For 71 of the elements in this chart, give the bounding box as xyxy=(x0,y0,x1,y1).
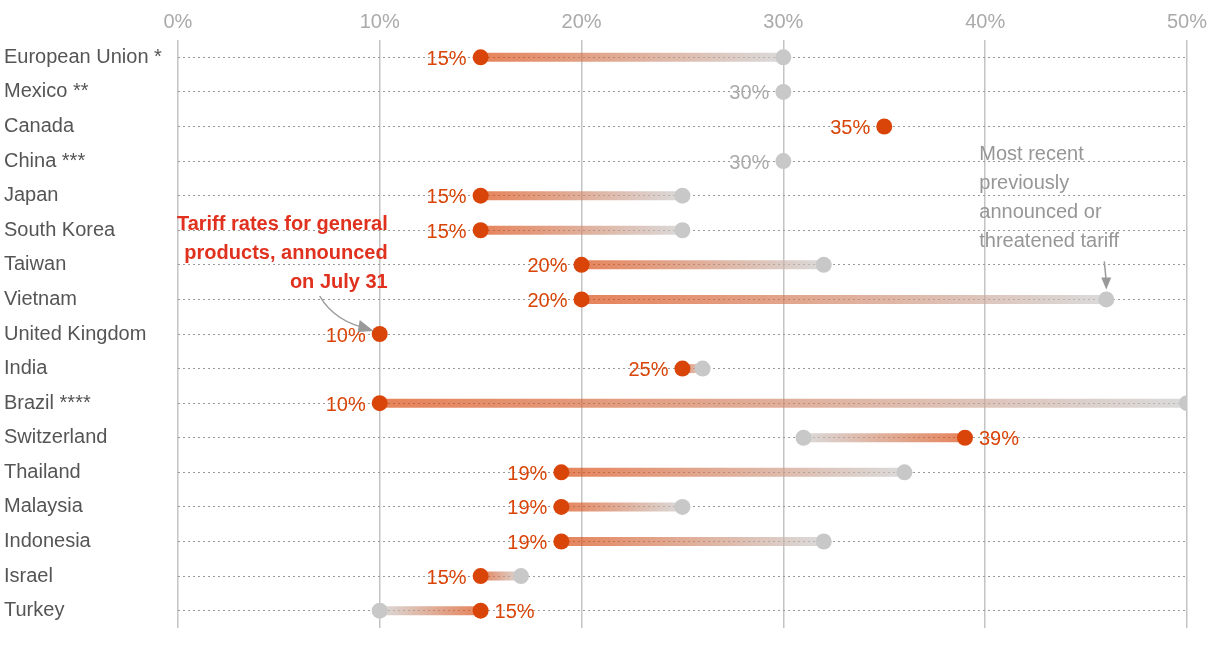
data-label: 39% xyxy=(978,427,1020,450)
point xyxy=(795,429,812,446)
point xyxy=(512,568,529,585)
point xyxy=(553,498,570,515)
y-tick-label: Vietnam xyxy=(4,286,78,309)
annotation: Most recent previously announced or threatened tariff xyxy=(979,142,1120,252)
data-label: 15% xyxy=(426,185,467,208)
y-tick-label: Israel xyxy=(4,563,53,586)
data-label: 10% xyxy=(325,392,366,415)
point xyxy=(472,222,489,239)
point xyxy=(371,326,388,342)
data-label: 15% xyxy=(426,46,467,69)
point xyxy=(472,49,489,66)
y-tick-label: Mexico ** xyxy=(4,79,89,102)
y-tick-label: Brazil **** xyxy=(4,390,91,413)
x-tick-label: 0% xyxy=(163,9,193,32)
data-label: 10% xyxy=(325,323,366,346)
data-label: 19% xyxy=(507,461,548,484)
data-label: 15% xyxy=(426,219,467,242)
data-label: 20% xyxy=(527,254,568,277)
point xyxy=(674,187,691,204)
y-tick-label: Taiwan xyxy=(4,252,67,275)
x-tick-label: 20% xyxy=(561,9,602,32)
point xyxy=(775,83,792,100)
point xyxy=(956,429,973,446)
x-tick-label: 40% xyxy=(965,9,1006,32)
point xyxy=(472,602,489,619)
y-tick-label: India xyxy=(4,356,49,379)
point xyxy=(1098,291,1115,308)
data-label: 25% xyxy=(628,358,669,381)
data-label: 35% xyxy=(830,115,871,138)
point xyxy=(573,291,590,308)
point xyxy=(876,118,893,135)
annotation: Tariff rates for general products, announced on July 31 xyxy=(176,212,388,292)
y-tick-label: Japan xyxy=(4,183,59,206)
point xyxy=(371,602,388,619)
x-tick-label: 30% xyxy=(763,9,804,32)
y-tick-label: China *** xyxy=(4,148,86,171)
y-tick-label: European Union * xyxy=(4,44,163,67)
point xyxy=(674,360,691,377)
y-tick-label: Indonesia xyxy=(4,529,92,552)
point xyxy=(815,533,832,550)
point xyxy=(775,49,792,66)
point xyxy=(553,464,570,481)
data-label: 30% xyxy=(729,81,770,104)
point xyxy=(815,256,832,273)
x-tick-label: 10% xyxy=(359,9,400,32)
point xyxy=(472,187,489,204)
y-tick-label: Switzerland xyxy=(4,425,108,448)
data-label: 19% xyxy=(507,496,548,519)
data-label: 15% xyxy=(426,565,467,588)
point xyxy=(573,256,590,273)
point xyxy=(674,222,691,239)
data-label: 20% xyxy=(527,288,568,311)
point xyxy=(674,498,691,515)
point xyxy=(694,360,711,377)
point xyxy=(371,395,388,412)
y-tick-label: South Korea xyxy=(4,217,117,240)
point xyxy=(775,153,792,170)
y-tick-label: Canada xyxy=(4,113,75,136)
x-tick-label: 50% xyxy=(1166,9,1208,32)
y-tick-label: Turkey xyxy=(4,598,65,621)
y-tick-label: United Kingdom xyxy=(4,321,147,344)
y-tick-label: Malaysia xyxy=(4,494,84,517)
data-label: 30% xyxy=(729,150,770,173)
data-label: 15% xyxy=(494,600,535,623)
point xyxy=(472,568,489,585)
y-tick-label: Thailand xyxy=(4,459,81,482)
point xyxy=(553,533,570,550)
data-label: 19% xyxy=(507,531,548,554)
point xyxy=(896,464,913,481)
